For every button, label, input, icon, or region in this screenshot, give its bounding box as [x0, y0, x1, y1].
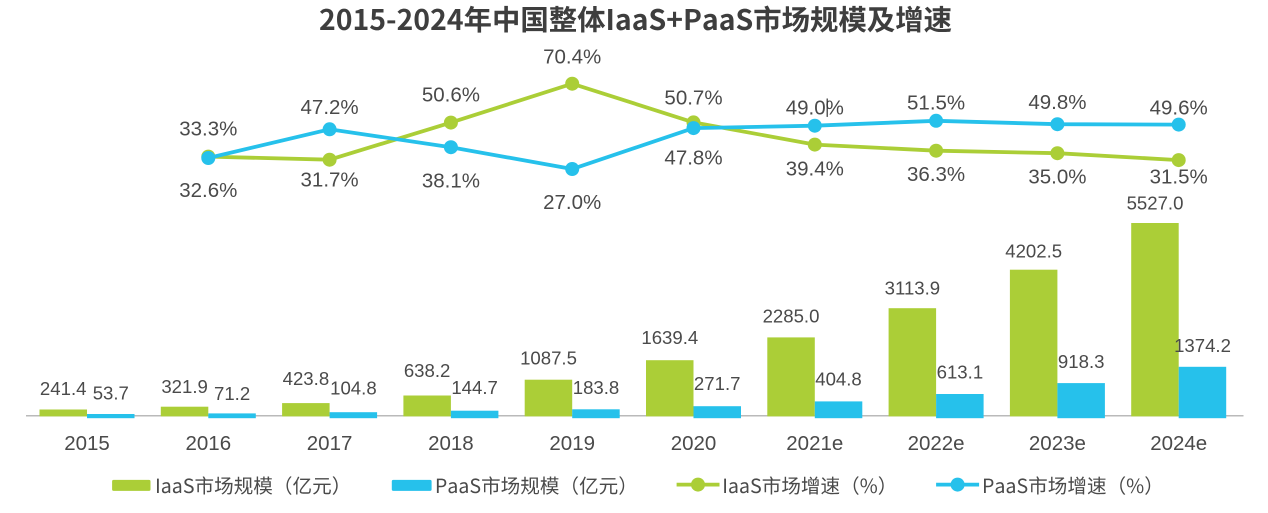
- svg-text:49.6%: 49.6%: [1150, 96, 1208, 119]
- svg-text:38.1%: 38.1%: [422, 170, 480, 193]
- svg-text:2021e: 2021e: [786, 432, 843, 455]
- svg-text:2020: 2020: [671, 432, 717, 455]
- svg-text:2024e: 2024e: [1150, 432, 1207, 455]
- svg-text:36.3%: 36.3%: [907, 163, 965, 186]
- svg-text:49.8%: 49.8%: [1028, 91, 1086, 114]
- svg-text:39.4%: 39.4%: [786, 157, 844, 180]
- svg-text:49.0%: 49.0%: [786, 96, 844, 119]
- svg-text:2285.0: 2285.0: [763, 306, 820, 327]
- svg-text:2023e: 2023e: [1029, 432, 1086, 455]
- svg-text:2016: 2016: [185, 432, 231, 455]
- svg-text:918.3: 918.3: [1058, 351, 1105, 372]
- svg-text:2019: 2019: [549, 432, 595, 455]
- svg-text:321.9: 321.9: [161, 376, 208, 397]
- svg-text:31.5%: 31.5%: [1150, 165, 1208, 188]
- svg-text:50.7%: 50.7%: [664, 86, 722, 109]
- svg-text:241.4: 241.4: [40, 378, 87, 399]
- svg-text:4202.5: 4202.5: [1005, 241, 1062, 262]
- svg-text:35.0%: 35.0%: [1028, 165, 1086, 188]
- svg-text:638.2: 638.2: [404, 360, 451, 381]
- svg-text:71.2: 71.2: [214, 383, 250, 404]
- svg-text:2022e: 2022e: [908, 432, 965, 455]
- svg-text:50.6%: 50.6%: [422, 84, 480, 107]
- svg-text:32.6%: 32.6%: [179, 179, 237, 202]
- svg-text:51.5%: 51.5%: [907, 92, 965, 115]
- svg-text:33.3%: 33.3%: [179, 117, 237, 140]
- svg-text:423.8: 423.8: [283, 368, 330, 389]
- svg-text:3113.9: 3113.9: [885, 278, 941, 299]
- svg-text:47.8%: 47.8%: [664, 147, 722, 170]
- svg-text:70.4%: 70.4%: [543, 46, 601, 69]
- svg-text:2015: 2015: [64, 432, 110, 455]
- svg-text:2017: 2017: [307, 432, 353, 455]
- svg-text:53.7: 53.7: [93, 382, 129, 403]
- svg-text:1374.2: 1374.2: [1174, 335, 1231, 356]
- svg-text:404.8: 404.8: [815, 368, 862, 389]
- svg-text:104.8: 104.8: [330, 378, 377, 399]
- svg-text:27.0%: 27.0%: [543, 191, 601, 214]
- svg-text:47.2%: 47.2%: [301, 96, 359, 119]
- svg-text:613.1: 613.1: [937, 362, 984, 383]
- svg-text:1639.4: 1639.4: [641, 327, 698, 348]
- svg-text:1087.5: 1087.5: [520, 347, 577, 368]
- svg-text:31.7%: 31.7%: [301, 169, 359, 192]
- svg-text:144.7: 144.7: [451, 377, 498, 398]
- svg-text:5527.0: 5527.0: [1127, 193, 1184, 214]
- svg-text:2018: 2018: [428, 432, 474, 455]
- svg-text:183.8: 183.8: [573, 377, 620, 398]
- svg-text:271.7: 271.7: [694, 373, 741, 394]
